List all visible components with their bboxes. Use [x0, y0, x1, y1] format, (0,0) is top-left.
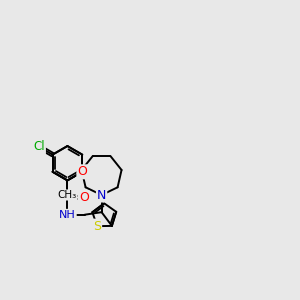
Text: O: O	[79, 191, 89, 204]
Text: S: S	[93, 220, 101, 232]
Text: N: N	[97, 188, 106, 202]
Text: NH: NH	[59, 210, 76, 220]
Text: O: O	[77, 165, 87, 178]
Text: CH₃: CH₃	[58, 190, 77, 200]
Text: O: O	[34, 140, 44, 153]
Text: Cl: Cl	[33, 140, 45, 153]
